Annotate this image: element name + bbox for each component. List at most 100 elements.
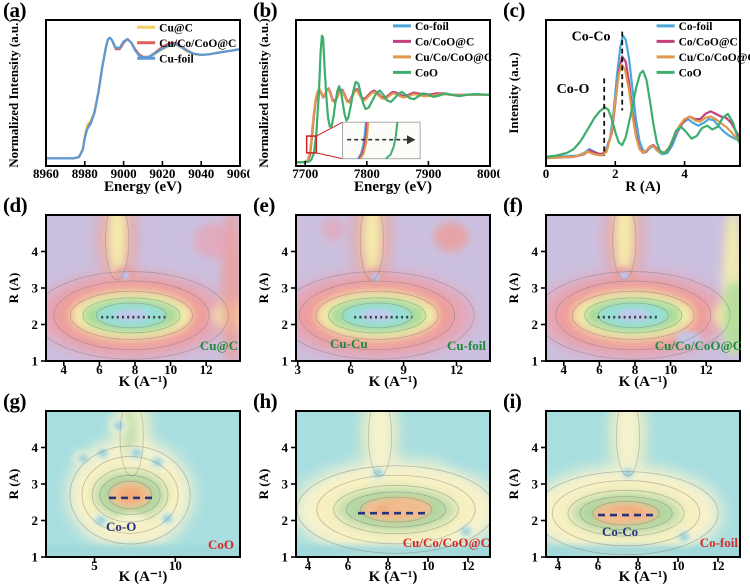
x-tick-label: 9 <box>400 362 407 377</box>
panel-a: 8960 8980 9000 9020 9040 9060 Cu@C Cu/Co/CoO@C C… <box>0 0 250 196</box>
panel-letter-c: (c) <box>503 0 525 22</box>
x-tick-label: 6 <box>345 558 352 573</box>
x-tick-label: 6 <box>595 558 602 573</box>
y-tick-label: 3 <box>32 281 39 296</box>
x-axis-label-f: K (A⁻¹) <box>618 374 668 390</box>
y-tick-label: 2 <box>32 317 39 332</box>
y-tick-label: 4 <box>532 440 539 455</box>
x-tick-label: 12 <box>462 558 475 573</box>
x-tick-label: 6 <box>596 362 603 377</box>
x-tick-label: 10 <box>664 362 677 377</box>
y-axis-label-c: Intensity (a.u.) <box>506 52 521 134</box>
y-tick-label: 4 <box>532 244 539 259</box>
sample-label-i: Co-foil <box>699 535 738 550</box>
legend-label: Co/CoO@C <box>415 36 474 48</box>
x-tick-label: 12 <box>200 362 213 377</box>
sample-label-g: CoO <box>208 537 234 552</box>
panel-c: 0 2 4 Co-foil Co/CoO@C Cu/Co/CoO@C CoO Co-Co Co-… <box>500 0 750 196</box>
panel-letter-h: (h) <box>253 389 278 413</box>
contour-map <box>296 215 490 361</box>
shift-arrow-head <box>406 135 416 145</box>
panel-h: 4 6 8 10 12 1 2 3 4 (h) R (A) K (A⁻¹) Cu/Co/CoO@… <box>250 389 500 586</box>
x-tick-label: 8 <box>632 362 639 377</box>
y-tick-label: 4 <box>282 440 289 455</box>
x-tick-label: 7700 <box>292 166 318 181</box>
x-axis-label-a: Energy (eV) <box>104 179 182 195</box>
y-tick-label: 4 <box>32 244 39 259</box>
y-tick-label: 2 <box>32 513 39 528</box>
legend-label: CoO <box>415 67 438 79</box>
panel-e: 3 6 9 12 1 2 3 4 (e) R (A) K (A⁻¹) Cu-foil Cu-C… <box>250 193 500 391</box>
x-tick-label: 2 <box>612 166 619 181</box>
x-axis-label-i: K (A⁻¹) <box>618 569 668 585</box>
x-tick-label: 4 <box>305 558 312 573</box>
bond-label-co-o: Co-O <box>106 519 137 534</box>
x-axis-label-b: Energy (eV) <box>354 179 432 195</box>
x-tick-label: 4 <box>61 362 68 377</box>
y-tick-label: 3 <box>532 281 539 296</box>
y-axis-label-i: R (A) <box>506 468 521 500</box>
x-tick-label: 6 <box>347 362 354 377</box>
panel-letter-i: (i) <box>503 389 522 413</box>
x-tick-label: 7800 <box>354 166 380 181</box>
x-axis-label-h: K (A⁻¹) <box>368 569 418 585</box>
y-axis-label-h: R (A) <box>256 468 271 500</box>
x-tick-label: 5 <box>91 558 98 573</box>
x-tick-label: 10 <box>169 558 182 573</box>
y-tick-label: 1 <box>532 354 539 369</box>
legend-label: Cu/Co/CoO@C <box>679 52 750 64</box>
sample-label-e: Cu-foil <box>447 338 486 353</box>
panel-letter-a: (a) <box>3 0 27 22</box>
zoom-region-box <box>305 135 318 154</box>
x-tick-label: 12 <box>700 362 713 377</box>
y-axis-label-e: R (A) <box>256 272 271 304</box>
panel-b: 7700 7800 7900 8000 Co-foil Co/CoO@C Cu/Co/CoO… <box>250 0 500 196</box>
panel-d: 4 6 8 10 12 1 2 3 4 (d) R (A) K (A⁻¹) Cu@C <box>0 193 250 391</box>
series-Cu/Co/CoO@C <box>546 63 740 160</box>
y-tick-label: 2 <box>532 317 539 332</box>
panel-g: 5 10 1 2 3 4 (g) R (A) K (A⁻¹) CoO Co-O <box>0 389 250 586</box>
legend-label: CoO <box>679 67 702 79</box>
series-Cu-foil <box>46 36 240 160</box>
y-tick-label: 4 <box>32 440 39 455</box>
x-tick-label: 8980 <box>72 166 98 181</box>
legend-label: Co-foil <box>679 21 713 33</box>
y-tick-label: 3 <box>532 477 539 492</box>
bond-label-cu-cu: Cu-Cu <box>330 336 368 351</box>
panel-letter-b: (b) <box>253 0 278 22</box>
panel-letter-d: (d) <box>3 193 28 217</box>
x-tick-label: 4 <box>555 558 562 573</box>
xanes-plot-cu-edge: 8960 8980 9000 9020 9040 9060 Cu@C Cu/Co/CoO@C C… <box>33 19 250 181</box>
x-axis-label-c: R (A) <box>625 179 661 195</box>
peak-annotation: Co-Co <box>572 29 611 44</box>
plot-frame <box>545 19 741 167</box>
x-tick-label: 8 <box>635 558 642 573</box>
wavelet-plot-coo: 5 10 1 2 3 4 <box>32 410 241 573</box>
x-tick-label: 8960 <box>33 166 59 181</box>
y-tick-label: 2 <box>282 317 289 332</box>
x-tick-label: 3 <box>295 362 302 377</box>
y-tick-label: 4 <box>282 244 289 259</box>
x-tick-label: 12 <box>712 558 725 573</box>
panel-letter-g: (g) <box>3 389 27 413</box>
sample-label-f: Cu/Co/CoO@C <box>654 338 742 353</box>
y-axis-label-d: R (A) <box>6 272 21 304</box>
y-tick-label: 1 <box>282 354 289 369</box>
y-axis-label-g: R (A) <box>6 468 21 500</box>
x-tick-label: 10 <box>672 558 685 573</box>
exafs-ft-plot: 0 2 4 Co-foil Co/CoO@C Cu/Co/CoO@C CoO Co-Co Co-… <box>543 19 750 181</box>
legend-label: Cu/Co/CoO@C <box>415 52 492 64</box>
y-tick-label: 1 <box>32 354 39 369</box>
y-tick-label: 1 <box>532 550 539 565</box>
contour-map <box>46 411 240 557</box>
legend-label: Cu/Co/CoO@C <box>159 38 236 50</box>
panel-letter-e: (e) <box>253 193 275 217</box>
panel-f: 4 6 8 10 12 1 2 3 4 (f) R (A) K (A⁻¹) Cu/Co/CoO@… <box>500 193 750 391</box>
x-tick-label: 8 <box>132 362 139 377</box>
